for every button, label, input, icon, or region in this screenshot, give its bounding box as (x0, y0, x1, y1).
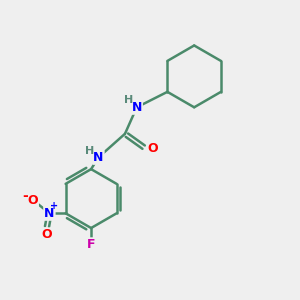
Text: -: - (22, 189, 28, 202)
Text: N: N (44, 207, 55, 220)
Text: O: O (27, 194, 38, 207)
Text: F: F (87, 238, 95, 251)
Text: O: O (41, 228, 52, 241)
Text: H: H (85, 146, 94, 156)
Text: H: H (124, 95, 133, 105)
Text: O: O (148, 142, 158, 155)
Text: N: N (93, 151, 104, 164)
Text: +: + (50, 201, 58, 211)
Text: N: N (132, 101, 142, 114)
